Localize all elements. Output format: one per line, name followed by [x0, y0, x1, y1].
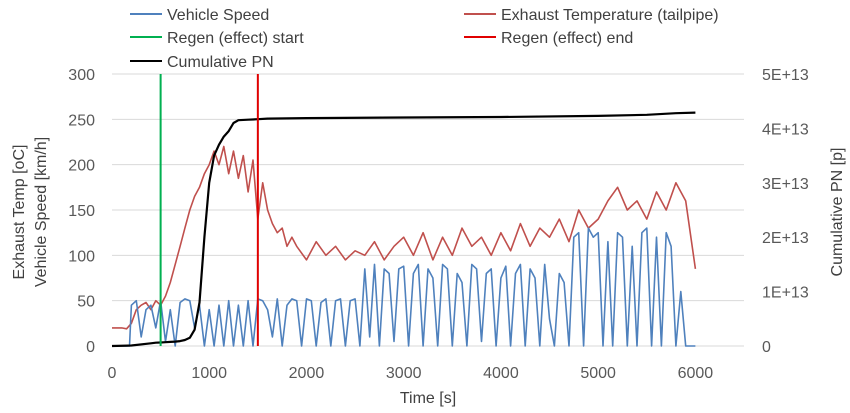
left-y-tick-label: 100: [68, 248, 95, 265]
right-y-tick-label: 0: [762, 339, 771, 356]
right-y-tick-label: 3E+13: [762, 176, 809, 193]
legend-label: Cumulative PN: [167, 54, 274, 71]
x-tick-label: 6000: [678, 365, 714, 382]
x-tick-label: 2000: [289, 365, 325, 382]
gridlines: [112, 73, 744, 347]
legend-label: Regen (effect) end: [501, 30, 633, 47]
legend-label: Exhaust Temperature (tailpipe): [501, 7, 719, 24]
legend-item-regen-effect-end: Regen (effect) end: [464, 30, 633, 47]
left-y-tick-label: 200: [68, 158, 95, 175]
legend-item-exhaust-temperature-tailpipe: Exhaust Temperature (tailpipe): [464, 7, 719, 24]
left-y-tick-labels: 0 50 100 150 200 250 300: [68, 67, 95, 356]
right-y-tick-label: 1E+13: [762, 285, 809, 302]
x-tick-label: 1000: [191, 365, 227, 382]
legend-item-regen-effect-start: Regen (effect) start: [130, 30, 304, 47]
right-y-tick-label: 5E+13: [762, 67, 809, 84]
legend-label: Vehicle Speed: [167, 7, 269, 24]
x-axis-title: Time [s]: [400, 390, 456, 407]
left-y-axis-title-line1: Exhaust Temp [oC]: [11, 145, 28, 280]
right-y-tick-label: 4E+13: [762, 121, 809, 138]
left-y-tick-label: 50: [77, 294, 95, 311]
left-y-axis-title-line2: Vehicle Speed [km/h]: [33, 137, 50, 287]
x-tick-label: 4000: [483, 365, 519, 382]
legend-item-cumulative-pn: Cumulative PN: [130, 54, 274, 71]
left-y-tick-label: 0: [86, 339, 95, 356]
x-tick-label: 5000: [580, 365, 616, 382]
left-y-tick-label: 250: [68, 112, 95, 129]
x-tick-label: 3000: [386, 365, 422, 382]
series-line-vehicle-speed: [112, 227, 696, 347]
series-line-exhaust-temperature-tailpipe: [112, 145, 697, 330]
right-y-axis-title: Cumulative PN [p]: [829, 148, 846, 277]
left-y-tick-label: 150: [68, 203, 95, 220]
x-tick-label: 0: [108, 365, 117, 382]
x-tick-labels: 0 1000 2000 3000 4000 5000 6000: [108, 365, 714, 382]
legend-label: Regen (effect) start: [167, 30, 304, 47]
right-y-tick-labels: 0 1E+13 2E+13 3E+13 4E+13 5E+13: [762, 67, 809, 356]
series-line-cumulative-pn: [111, 111, 696, 348]
right-y-tick-label: 2E+13: [762, 230, 809, 247]
plot-area: [111, 74, 697, 348]
left-y-tick-label: 300: [68, 67, 95, 84]
legend-item-vehicle-speed: Vehicle Speed: [130, 7, 269, 24]
legend: Vehicle Speed Exhaust Temperature (tailpi…: [130, 7, 719, 71]
